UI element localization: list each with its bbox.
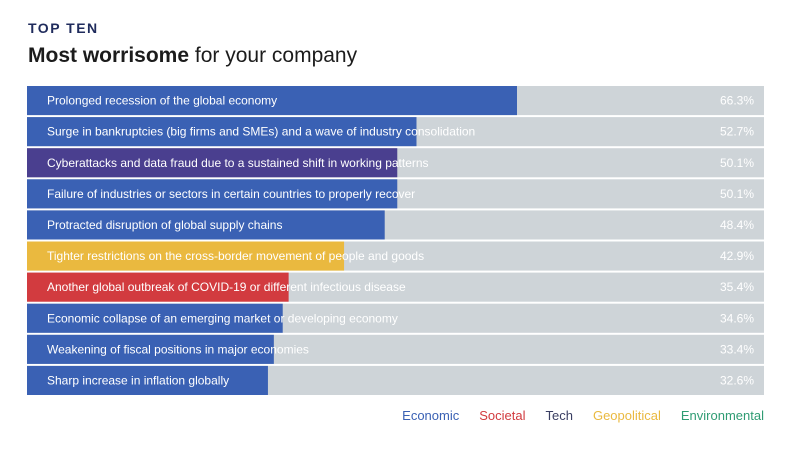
bar-label: Another global outbreak of COVID-19 or d… <box>47 280 406 294</box>
legend-item: Tech <box>545 408 573 423</box>
bar-value-label: 66.3% <box>720 94 754 108</box>
bar-value-label: 50.1% <box>720 187 754 201</box>
bar-label: Tighter restrictions on the cross-border… <box>47 249 424 263</box>
bar-label: Prolonged recession of the global econom… <box>47 94 277 108</box>
bar-label: Weakening of fiscal positions in major e… <box>47 342 309 356</box>
bar <box>27 241 345 271</box>
legend-item: Environmental <box>680 408 764 423</box>
bar <box>27 272 289 302</box>
bar-value-label: 34.6% <box>720 311 754 325</box>
bar-label: Protracted disruption of global supply c… <box>47 218 282 232</box>
bar-label: Surge in bankruptcies (big firms and SME… <box>47 125 475 139</box>
bar-row: Weakening of fiscal positions in major e… <box>27 334 764 364</box>
bar <box>27 148 398 178</box>
bar <box>27 210 385 240</box>
legend: Economic Societal Tech Geopolitical Environm… <box>402 408 764 423</box>
bar <box>27 86 517 116</box>
bar <box>27 303 283 333</box>
legend-item: Geopolitical <box>592 408 661 423</box>
bar <box>27 334 274 364</box>
bar-row: Cyberattacks and data fraud due to a sus… <box>27 148 764 178</box>
bar-row: Economic collapse of an emerging market … <box>27 303 764 333</box>
chart-eyebrow: TOP TEN <box>28 20 99 36</box>
bar-value-label: 52.7% <box>720 125 754 139</box>
bar <box>27 117 417 147</box>
bar-value-label: 33.4% <box>720 342 754 356</box>
bar-row: Tighter restrictions on the cross-border… <box>27 241 764 271</box>
bar-label: Economic collapse of an emerging market … <box>47 311 398 325</box>
bar-value-label: 42.9% <box>720 249 754 263</box>
bar-value-label: 48.4% <box>720 218 754 232</box>
bar-value-label: 35.4% <box>720 280 754 294</box>
chart-title-bold: Most worrisome <box>28 44 190 67</box>
bar-row: Another global outbreak of COVID-19 or d… <box>27 272 764 302</box>
bar-row: Failure of industries or sectors in cert… <box>27 179 764 209</box>
bar <box>27 365 268 395</box>
bar-label: Sharp increase in inflation globally <box>47 373 229 387</box>
legend-item: Economic <box>402 408 460 423</box>
bar-row: Sharp increase in inflation globally 32.6… <box>27 365 764 395</box>
bar-value-label: 50.1% <box>720 156 754 170</box>
chart-title-rest: for your company <box>189 44 358 67</box>
bar <box>27 179 398 209</box>
bar-row: Prolonged recession of the global econom… <box>27 86 764 116</box>
chart-title: Most worrisome for your company <box>28 44 357 68</box>
bar-label: Cyberattacks and data fraud due to a sus… <box>47 156 429 170</box>
bar-row: Surge in bankruptcies (big firms and SME… <box>27 117 764 147</box>
bar-row: Protracted disruption of global supply c… <box>27 210 764 240</box>
legend-item: Societal <box>479 408 526 423</box>
bar-chart: Prolonged recession of the global econom… <box>27 86 764 395</box>
bar-label: Failure of industries or sectors in cert… <box>47 187 415 201</box>
bar-value-label: 32.6% <box>720 373 754 387</box>
